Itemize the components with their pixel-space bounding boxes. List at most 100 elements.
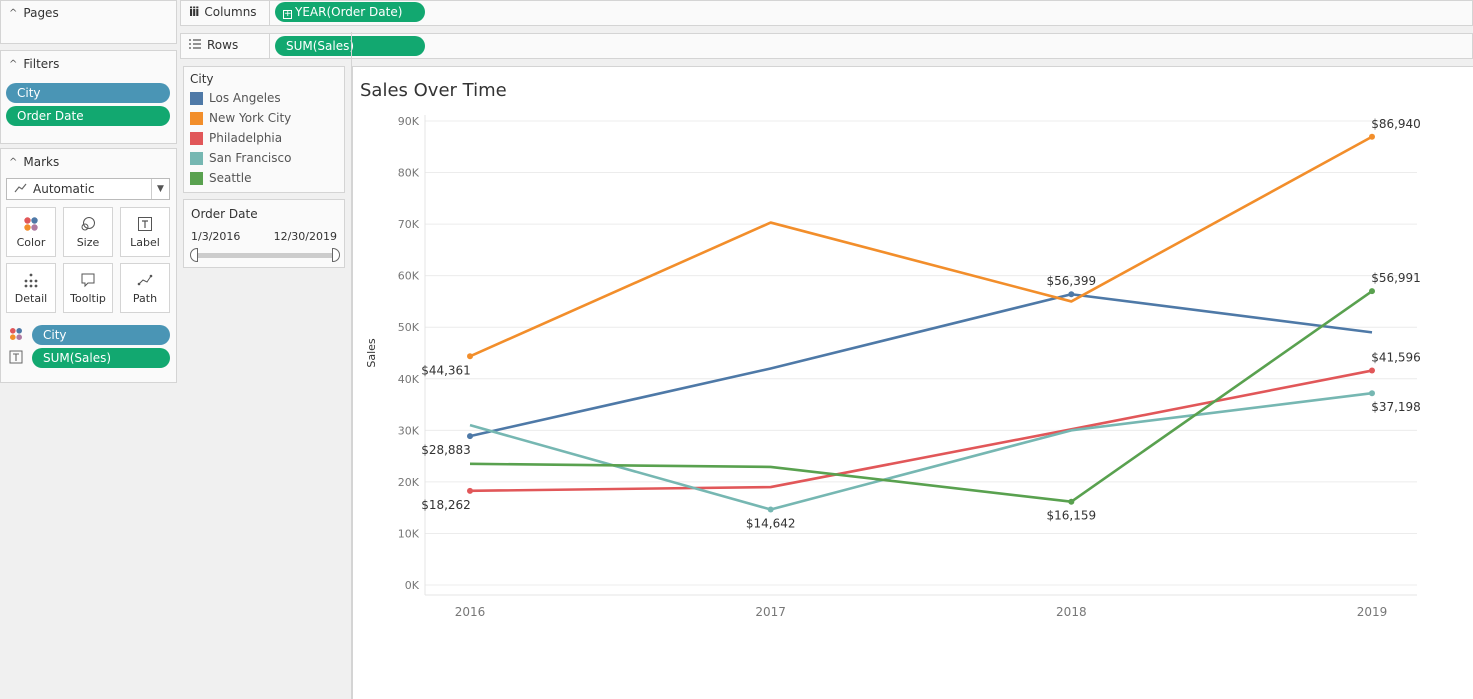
- data-label: $18,262: [421, 498, 471, 512]
- x-tick-label: 2018: [1056, 605, 1087, 619]
- mark-type-dropdown[interactable]: Automatic ▼: [6, 178, 170, 200]
- rows-pill-sum-sales[interactable]: SUM(Sales): [275, 36, 425, 56]
- data-label: $56,991: [1371, 271, 1421, 285]
- label-button-label: Label: [130, 235, 160, 249]
- legend-swatch: [190, 91, 203, 105]
- data-point: [1369, 390, 1375, 397]
- legend-item-san-francisco[interactable]: San Francisco: [190, 148, 338, 168]
- columns-icon: iii: [189, 5, 199, 19]
- color-button-label: Color: [16, 235, 46, 249]
- y-tick-label: 10K: [398, 527, 420, 540]
- data-label: $86,940: [1371, 117, 1421, 131]
- data-point: [467, 487, 473, 494]
- tooltip-button-label: Tooltip: [70, 291, 106, 305]
- rows-label-text: Rows: [207, 38, 239, 52]
- chart-title: Sales Over Time: [360, 80, 507, 101]
- series-line: [469, 292, 1373, 438]
- data-point: [1369, 288, 1375, 295]
- collapse-caret-icon[interactable]: ^: [9, 58, 18, 70]
- mark-type-value: Automatic: [33, 182, 95, 196]
- columns-pill-year-order-date[interactable]: + YEAR(Order Date): [275, 2, 425, 22]
- x-tick-label: 2016: [455, 605, 486, 619]
- pane-divider: [351, 32, 352, 699]
- order-date-filter-card: Order Date 1/3/2016 12/30/2019: [183, 199, 345, 268]
- columns-label-text: Columns: [204, 5, 257, 19]
- legend-item-new-york-city[interactable]: New York City: [190, 108, 338, 128]
- order-date-filter-title: Order Date: [191, 207, 258, 221]
- size-icon: [81, 216, 95, 230]
- slider-handle-start[interactable]: [190, 248, 198, 262]
- data-label: $44,361: [421, 363, 471, 377]
- data-point: [467, 433, 473, 440]
- detail-icon: [24, 273, 38, 287]
- dropdown-arrow-icon[interactable]: ▼: [151, 179, 169, 199]
- y-tick-label: 60K: [398, 270, 420, 283]
- slider-handle-end[interactable]: [332, 248, 340, 262]
- y-tick-label: 70K: [398, 218, 420, 231]
- y-tick-label: 30K: [398, 424, 420, 437]
- y-tick-label: 20K: [398, 476, 420, 489]
- marks-color-button[interactable]: Color: [6, 207, 56, 257]
- data-point: [1369, 133, 1375, 140]
- series-line: [469, 391, 1373, 511]
- y-tick-label: 90K: [398, 115, 420, 128]
- data-point: [467, 353, 473, 360]
- data-point: [1068, 498, 1075, 505]
- color-palette-icon: [9, 327, 23, 344]
- x-tick-label: 2019: [1357, 605, 1388, 619]
- legend-swatch: [190, 151, 203, 165]
- marks-path-button[interactable]: Path: [120, 263, 170, 313]
- data-point: [1369, 367, 1375, 374]
- filters-panel: ^ Filters City Order Date: [0, 50, 177, 144]
- size-button-label: Size: [76, 235, 100, 249]
- legend-item-label: San Francisco: [209, 151, 292, 165]
- filter-pill-city[interactable]: City: [6, 83, 170, 103]
- legend-item-label: Philadelphia: [209, 131, 283, 145]
- expand-plus-icon[interactable]: +: [283, 9, 292, 19]
- y-tick-label: 0K: [405, 579, 420, 592]
- data-label: $56,399: [1047, 274, 1097, 288]
- columns-pill-label: YEAR(Order Date): [295, 5, 403, 19]
- x-tick-label: 2017: [755, 605, 786, 619]
- legend-item-seattle[interactable]: Seattle: [190, 168, 338, 188]
- legend-title: City: [190, 72, 214, 86]
- legend-item-label: New York City: [209, 111, 292, 125]
- legend-item-los-angeles[interactable]: Los Angeles: [190, 88, 338, 108]
- legend-item-philadelphia[interactable]: Philadelphia: [190, 128, 338, 148]
- pages-panel: ^ Pages: [0, 0, 177, 44]
- rows-shelf-label: Rows: [189, 38, 238, 52]
- collapse-caret-icon[interactable]: ^: [9, 156, 18, 168]
- path-button-label: Path: [132, 291, 158, 305]
- text-label-icon: [9, 350, 23, 367]
- order-date-start: 1/3/2016: [191, 230, 241, 243]
- filters-header[interactable]: ^ Filters: [1, 51, 176, 76]
- order-date-end: 12/30/2019: [273, 230, 337, 243]
- y-tick-label: 50K: [398, 321, 420, 334]
- legend-item-label: Los Angeles: [209, 91, 281, 105]
- line-chart: 0K 10K 20K 30K 40K 50K 60K 70K 80K 90K 2016 2017 201…: [365, 115, 1421, 619]
- marks-label-button[interactable]: Label: [120, 207, 170, 257]
- pages-title: Pages: [23, 6, 59, 20]
- collapse-caret-icon[interactable]: ^: [9, 7, 18, 19]
- path-icon: [137, 274, 153, 285]
- y-tick-label: 80K: [398, 167, 420, 180]
- legend-item-label: Seattle: [209, 171, 252, 185]
- marks-field-city[interactable]: City: [32, 325, 170, 345]
- marks-size-button[interactable]: Size: [63, 207, 113, 257]
- data-label: $41,596: [1371, 351, 1421, 365]
- marks-tooltip-button[interactable]: Tooltip: [63, 263, 113, 313]
- line-mark-icon: [14, 182, 27, 196]
- marks-detail-button[interactable]: Detail: [6, 263, 56, 313]
- date-range-slider[interactable]: [190, 248, 340, 262]
- data-label: $28,883: [421, 443, 471, 457]
- data-point: [767, 506, 774, 513]
- filter-pill-order-date[interactable]: Order Date: [6, 106, 170, 126]
- city-legend: City Los Angeles New York City Philadelp…: [183, 66, 345, 193]
- viz-pane: Sales Over Time 0K 10K 20K 30K 40K 50K 60K 70K 8…: [352, 66, 1473, 699]
- marks-field-sum-sales[interactable]: SUM(Sales): [32, 348, 170, 368]
- legend-swatch: [190, 131, 203, 145]
- series-line: [469, 290, 1373, 503]
- marks-header[interactable]: ^ Marks: [1, 149, 176, 174]
- pages-header[interactable]: ^ Pages: [1, 1, 176, 25]
- shelf-divider: [269, 34, 270, 58]
